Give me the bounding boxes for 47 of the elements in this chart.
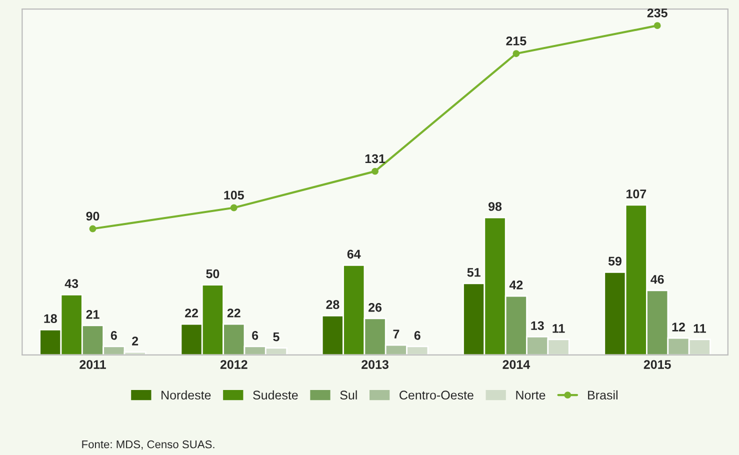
data-label: 46 (650, 274, 664, 284)
data-label: 5 (273, 332, 280, 342)
data-label: 131 (365, 154, 386, 164)
data-label: 6 (414, 331, 420, 340)
data-label: 26 (368, 302, 382, 312)
data-label: 11 (552, 324, 565, 333)
x-tick-label: 2011 (80, 360, 106, 369)
point (89, 225, 96, 232)
data-label: 59 (608, 256, 622, 266)
x-tick-label: 2013 (362, 360, 388, 369)
data-label: 2 (132, 336, 138, 346)
data-label: 13 (531, 321, 544, 330)
data-label: 107 (626, 189, 646, 198)
point (230, 204, 238, 212)
data-label: 98 (488, 202, 502, 211)
data-label: 51 (467, 268, 480, 277)
legend-label: Sul (340, 390, 357, 400)
legend-label: Centro-Oeste (400, 390, 474, 400)
data-label: 21 (86, 310, 100, 319)
data-label: 11 (694, 324, 706, 333)
legend-label: Brasil (588, 390, 618, 400)
data-label: 42 (509, 280, 523, 290)
x-tick-label: 2012 (220, 360, 248, 369)
point (654, 22, 661, 30)
legend-label: Sudeste (253, 390, 298, 400)
data-label: 43 (64, 279, 78, 288)
data-label: 90 (86, 212, 100, 221)
legend-label: Nordeste (162, 390, 211, 400)
data-label: 6 (110, 331, 117, 340)
data-label: 7 (393, 330, 400, 338)
data-label: 22 (227, 308, 240, 318)
data-label: 64 (347, 250, 361, 259)
point (372, 168, 379, 175)
data-label: 28 (326, 300, 340, 310)
legend-label: Norte (516, 390, 546, 400)
source-note: Fonte: MDS, Censo SUAS. (82, 440, 214, 450)
data-label: 18 (44, 314, 57, 324)
data-label: 235 (647, 8, 668, 18)
data-label: 6 (252, 331, 258, 340)
x-tick-label: 2015 (644, 360, 671, 369)
data-label: 50 (206, 269, 220, 278)
x-tick-label: 2014 (502, 360, 530, 369)
data-label: 22 (185, 308, 198, 318)
point (512, 50, 520, 58)
data-label: 12 (672, 322, 685, 332)
data-label: 215 (506, 36, 526, 46)
data-label: 105 (224, 190, 244, 200)
